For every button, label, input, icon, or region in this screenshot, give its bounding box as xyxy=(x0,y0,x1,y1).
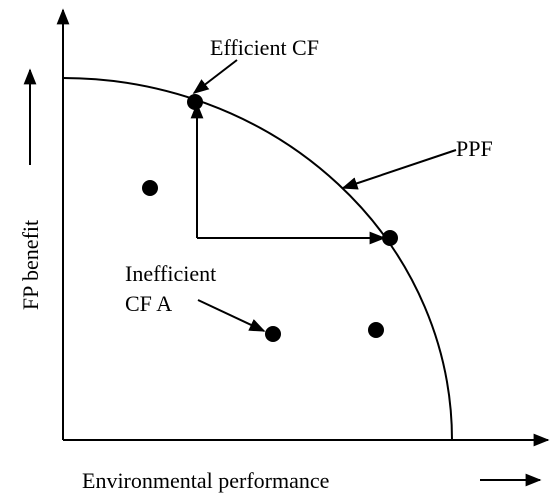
inefficient-label: CF A xyxy=(125,291,172,316)
x-axis-title: Environmental performance xyxy=(82,468,329,493)
pointer xyxy=(192,59,238,94)
pointer xyxy=(341,149,457,190)
pointer xyxy=(197,299,266,332)
ppf-curve xyxy=(62,77,453,441)
efficient-label: Efficient CF xyxy=(210,35,319,60)
inefficient-label: Inefficient xyxy=(125,261,216,286)
point xyxy=(187,94,203,110)
point xyxy=(265,326,281,342)
y-axis-title: FP benefit xyxy=(18,220,43,310)
point xyxy=(382,230,398,246)
point xyxy=(142,180,158,196)
ppf-label: PPF xyxy=(456,136,493,161)
point xyxy=(368,322,384,338)
